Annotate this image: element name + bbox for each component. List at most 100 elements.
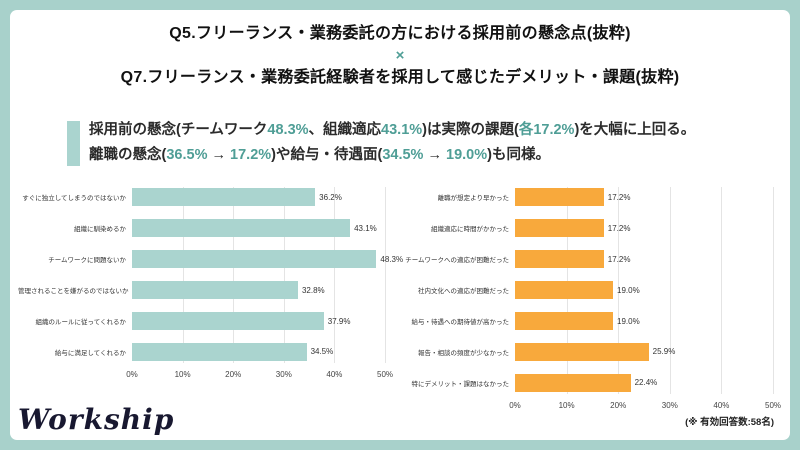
value-label: 19.0% (617, 285, 640, 295)
bar-rows: すぐに独立してしまうのではないか 36.2% 組織に馴染めるか 43.1% チームワーク… (18, 182, 403, 367)
value-label: 37.9% (327, 316, 351, 326)
axis-tick: 20% (225, 370, 242, 380)
chart-q5-pre-hiring-concerns: すぐに独立してしまうのではないか 36.2% 組織に馴染めるか 43.1% チームワーク… (18, 182, 403, 383)
bar-row: 報告・相談の頻度が少なかった 25.9% (385, 336, 773, 367)
gridline (721, 187, 723, 394)
gridlines (132, 187, 386, 363)
axis-tick: 50% (376, 370, 394, 380)
axis-tick: 30% (275, 370, 292, 380)
summary-text: 採用前の懸念(チームワーク48.3%、組織適応43.1%)は実際の課題(各17.… (89, 118, 695, 168)
bar (515, 188, 604, 207)
axis-tick: 50% (764, 401, 782, 411)
bar (515, 373, 631, 392)
bar (132, 312, 324, 330)
summary-accent-value: 19.0% (446, 147, 488, 163)
gridline (233, 187, 235, 363)
summary-accent-bar (67, 121, 80, 166)
gridline (283, 187, 285, 363)
gridline (773, 187, 774, 394)
plot-cell: 22.4% (515, 367, 773, 398)
bar-row: チームワークに問題ないか 48.3% (18, 244, 403, 275)
summary-segment: 、組織適応 (308, 122, 382, 138)
plot-cell: 17.2% (515, 182, 773, 213)
gridline (334, 187, 336, 363)
value-label: 34.5% (310, 347, 334, 357)
value-label: 36.2% (319, 192, 342, 202)
bar-row: 管理されることを嫌がるのではないか 32.8% (18, 275, 385, 306)
x-axis: 0% 10% 20% 30% 40% 50% (509, 401, 781, 414)
summary-callout: 採用前の懸念(チームワーク48.3%、組織適応43.1%)は実際の課題(各17.… (67, 118, 695, 168)
workship-logo: Workship (18, 403, 175, 436)
axis-tick: 40% (713, 401, 730, 411)
summary-segment: 採用前の懸念(チームワーク (89, 122, 268, 138)
bar-row: 給与に満足してくれるか 34.5% (18, 336, 385, 367)
category-label: 組織のルールに従ってくれるか (35, 319, 126, 326)
plot-cell: 25.9% (515, 336, 773, 367)
value-label: 17.2% (607, 223, 631, 233)
summary-accent-value: 34.5% (382, 147, 424, 163)
summary-accent-value: 36.5% (166, 147, 208, 163)
summary-segment: 離職の懸念( (89, 147, 167, 163)
bar-row: 組織のルールに従ってくれるか 37.9% (18, 306, 385, 337)
axis-tick: 0% (509, 401, 521, 411)
x-axis: 0% 10% 20% 30% 40% 50% (126, 370, 393, 383)
bar (132, 250, 377, 269)
plot-cell: 32.8% (132, 275, 385, 306)
category-label: 社内文化への適応が困難だった (418, 288, 509, 296)
value-label: 48.3% (380, 254, 404, 264)
chart-header: Q5.フリーランス・業務委託の方における採用前の懸念点(抜粋) × Q7.フリー… (10, 24, 790, 88)
bar (515, 281, 614, 300)
summary-segment: → (423, 147, 447, 163)
plot-cell: 19.0% (515, 306, 773, 337)
plot-cell: 17.2% (515, 213, 773, 244)
plot-cell: 43.1% (132, 213, 385, 244)
bar-row: 離職が想定より早かった 17.2% (385, 182, 773, 213)
category-label: 給与・待遇への期待値が高かった (411, 319, 510, 326)
summary-segment: )は実際の課題( (422, 122, 519, 138)
respondent-count-note: (※ 有効回答数:58名) (685, 417, 774, 428)
plot-cell: 37.9% (132, 306, 385, 337)
value-label: 32.8% (301, 285, 325, 295)
category-label: 給与に満足してくれるか (54, 349, 126, 357)
chart-q7-post-hiring-issues: 離職が想定より早かった 17.2% 組織適応に時間がかかった 17.2% チームワークへ… (385, 182, 781, 414)
bar-row: 組織に馴染めるか 43.1% (18, 213, 385, 244)
charts-row: すぐに独立してしまうのではないか 36.2% 組織に馴染めるか 43.1% チームワーク… (18, 182, 781, 414)
bar-row: 社内文化への適応が困難だった 19.0% (385, 275, 773, 306)
bar (515, 312, 614, 330)
value-label: 25.9% (652, 347, 676, 357)
title-q7: Q7.フリーランス・業務委託経験者を採用して感じたデメリット・課題(抜粋) (120, 69, 680, 86)
bar (515, 250, 604, 269)
bar (132, 219, 351, 238)
axis-tick: 0% (126, 370, 138, 380)
category-label: 組織に馴染めるか (74, 226, 126, 234)
axis-tick: 10% (174, 370, 191, 380)
value-label: 19.0% (617, 316, 640, 326)
bar-row: 組織適応に時間がかかった 17.2% (385, 213, 773, 244)
bar-row: すぐに独立してしまうのではないか 36.2% (18, 182, 385, 213)
summary-segment: )を大幅に上回る。 (574, 122, 696, 138)
axis-tick: 20% (610, 401, 627, 411)
value-label: 17.2% (607, 254, 631, 264)
gridline (669, 187, 671, 394)
bar (132, 342, 307, 361)
bar-row: チームワークへの適応が困難だった 17.2% (385, 244, 773, 275)
plot-cell: 17.2% (515, 244, 773, 275)
plot-cell: 36.2% (132, 182, 385, 213)
summary-accent-value: 17.2% (230, 147, 272, 163)
category-label: 報告・相談の頻度が少なかった (418, 349, 509, 357)
gridline (618, 187, 620, 394)
bar (515, 342, 649, 361)
bar (132, 188, 316, 207)
category-label: すぐに独立してしまうのではないか (22, 195, 126, 203)
bar-rows: 離職が想定より早かった 17.2% 組織適応に時間がかかった 17.2% チームワークへ… (385, 182, 773, 398)
plot-cell: 48.3% (132, 244, 403, 275)
value-label: 22.4% (634, 378, 658, 388)
category-label: チームワークへの適応が困難だった (405, 257, 509, 265)
plot-cell: 34.5% (132, 336, 385, 367)
category-label: 特にデメリット・課題はなかった (411, 380, 510, 388)
summary-line: 離職の懸念(36.5% → 17.2%)や給与・待遇面(34.5% → 19.0… (89, 143, 695, 168)
summary-accent-value: 48.3% (267, 122, 309, 138)
value-label: 43.1% (354, 223, 377, 233)
axis-tick: 30% (661, 401, 678, 411)
summary-segment: )や給与・待遇面( (271, 147, 383, 163)
